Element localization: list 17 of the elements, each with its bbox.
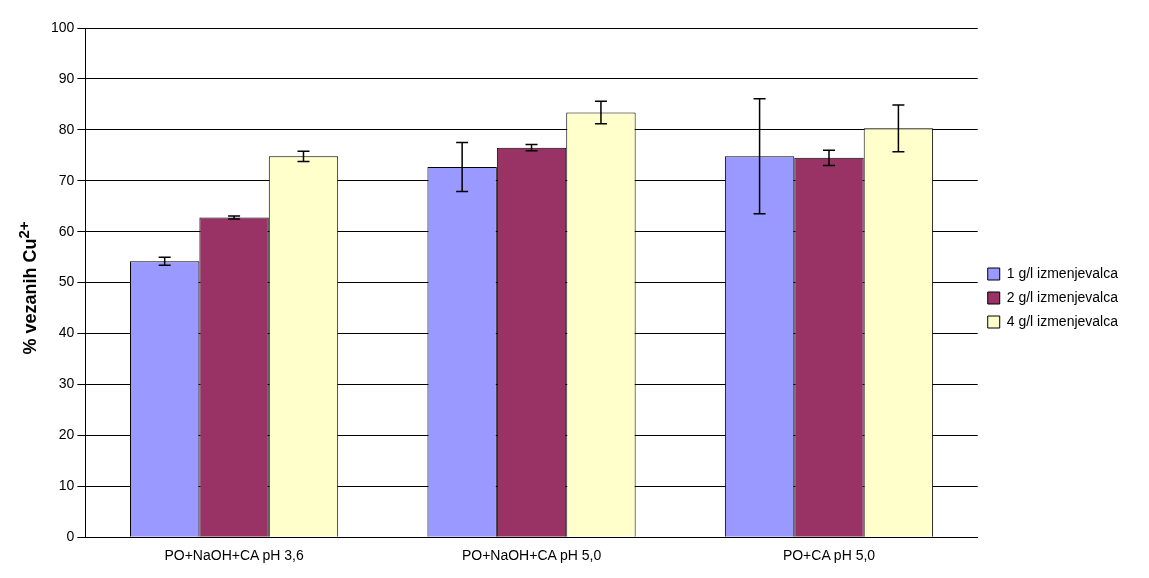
y-tick-label: 10 [58,477,75,494]
y-tick-label: 40 [58,324,75,341]
y-tick-label: 0 [66,528,75,545]
x-tick-label: PO+NaOH+CA pH 3,6 [164,547,304,564]
x-tick-label: PO+NaOH+CA pH 5,0 [461,547,602,564]
y-tick-label: 60 [58,222,75,239]
x-tick-label: PO+CA pH 5,0 [782,547,876,564]
legend-label: 1 g/l izmenjevalca [1006,264,1119,281]
legend-label: 4 g/l izmenjevalca [1006,312,1119,329]
y-tick-label: 20 [58,426,75,443]
y-tick-label: 50 [58,273,75,290]
y-tick-label: 90 [58,69,75,86]
legend-label: 2 g/l izmenjevalca [1006,288,1119,305]
y-tick-label: 70 [58,171,75,188]
y-tick-label: 30 [58,375,75,392]
y-tick-label: 100 [51,18,75,35]
y-tick-label: 80 [58,120,75,137]
